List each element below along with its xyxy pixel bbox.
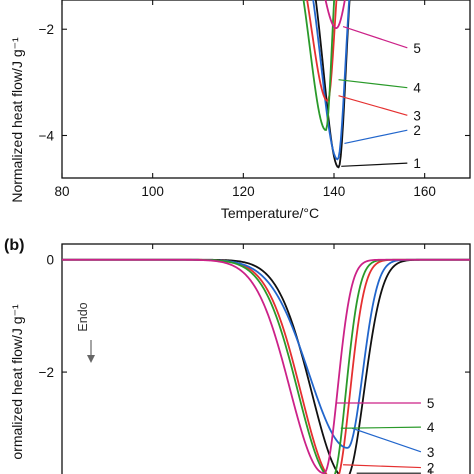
series-leader-3 — [351, 427, 422, 453]
series-label-1: 1 — [427, 466, 435, 474]
panel-b-x-ticks — [61, 244, 426, 249]
panel-a-y-ticks: −4 −2 — [39, 22, 470, 143]
series-label-1: 1 — [413, 156, 421, 171]
series-leader-2 — [344, 129, 408, 145]
series-leader-5 — [342, 25, 408, 49]
series-line-4 — [302, 0, 336, 131]
series-leader-1 — [341, 162, 408, 167]
series-label-2: 2 — [413, 123, 421, 138]
panel-a-x-axis-label: Temperature/°C — [221, 205, 319, 221]
y-tick-label: −2 — [39, 365, 54, 380]
series-leader-2 — [343, 464, 421, 469]
endo-arrow-head-icon — [87, 355, 95, 363]
series-line-5 — [62, 258, 470, 474]
y-tick-label: 0 — [46, 253, 54, 268]
panel-a-frame — [61, 0, 471, 179]
series-leader-4 — [338, 79, 408, 89]
series-line-1 — [314, 0, 351, 169]
endo-label: Endo — [76, 302, 90, 331]
series-line-5 — [324, 0, 346, 30]
series-label-3: 3 — [427, 445, 435, 460]
endo-annotation: Endo — [76, 302, 95, 363]
series-line-3 — [306, 0, 338, 102]
panel-b-curves — [62, 258, 470, 474]
x-tick-label: 100 — [141, 184, 164, 199]
y-tick-label: −2 — [39, 22, 54, 37]
series-label-5: 5 — [413, 41, 421, 56]
series-label-3: 3 — [413, 108, 421, 123]
series-label-2: 2 — [427, 461, 435, 474]
panel-b-frame — [61, 243, 471, 474]
x-tick-label: 140 — [323, 184, 346, 199]
series-line-2 — [312, 0, 351, 161]
x-tick-label: 80 — [54, 184, 69, 199]
panel-a-curves — [302, 0, 351, 169]
y-tick-label: −4 — [39, 128, 55, 143]
panel-a-x-ticks: 80 100 120 140 160 — [54, 0, 436, 199]
panel-b-label: (b) — [4, 237, 24, 254]
series-leader-3 — [338, 95, 408, 116]
series-label-4: 4 — [413, 81, 421, 96]
series-line-4 — [62, 258, 470, 474]
panel-b-y-axis-label: ormalized heat flow/J g⁻¹ — [9, 304, 25, 460]
panel-b-curve-labels: 123 4 5 — [336, 396, 435, 474]
series-leader-4 — [340, 426, 421, 429]
series-label-5: 5 — [427, 396, 435, 411]
x-tick-label: 160 — [413, 184, 436, 199]
x-tick-label: 120 — [232, 184, 255, 199]
series-label-4: 4 — [427, 420, 435, 435]
panel-a-y-axis-label: Normalized heat flow/J g⁻¹ — [9, 37, 25, 203]
